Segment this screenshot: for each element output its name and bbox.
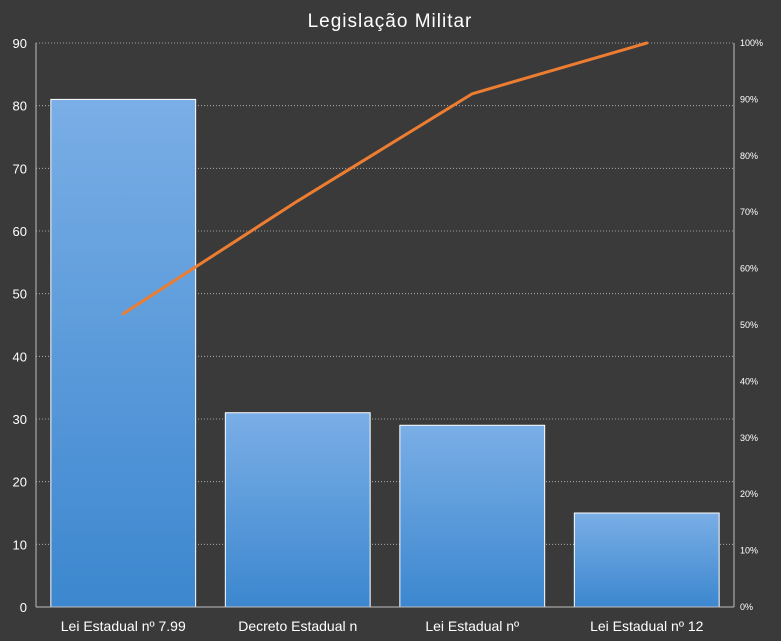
y2-tick-label: 30% — [740, 433, 758, 443]
bar — [50, 98, 197, 608]
y-tick-label: 40 — [13, 349, 27, 364]
gridlines — [36, 42, 734, 545]
cumulative-line — [121, 41, 649, 316]
y2-tick-label: 10% — [740, 546, 758, 556]
y2-tick-label: 0% — [740, 602, 753, 612]
y-tick-label: 0 — [20, 600, 27, 615]
y-tick-label: 10 — [13, 537, 27, 552]
y2-tick-label: 100% — [740, 38, 763, 48]
y-tick-label: 80 — [13, 99, 27, 114]
y2-tick-label: 50% — [740, 320, 758, 330]
y-tick-label: 50 — [13, 287, 27, 302]
y-tick-label: 60 — [13, 224, 27, 239]
y2-tick-label: 40% — [740, 376, 758, 386]
y2-tick-label: 90% — [740, 94, 758, 104]
y2-tick-label: 20% — [740, 489, 758, 499]
bar — [224, 412, 371, 608]
bar — [573, 512, 720, 608]
y2-tick-label: 80% — [740, 151, 758, 161]
y-tick-label: 90 — [13, 36, 27, 51]
y2-axis-ticks: 0% 10% 20% 30% 40% 50% 60% 70% 80% 90% 100% — [740, 38, 763, 612]
y-axis-ticks: 0 10 20 30 40 50 60 70 80 90 — [13, 36, 27, 615]
x-tick-label: Decreto Estadual n — [238, 618, 357, 634]
x-tick-label: Lei Estadual nº 12 — [590, 618, 704, 634]
y2-tick-label: 70% — [740, 207, 758, 217]
bars — [50, 98, 720, 608]
x-tick-label: Lei Estadual nº 7.99 — [61, 618, 186, 634]
y2-tick-label: 60% — [740, 264, 758, 274]
cumulative-percent-line — [121, 41, 649, 316]
x-tick-label: Lei Estadual nº — [425, 618, 519, 634]
y-tick-label: 20 — [13, 475, 27, 490]
y-tick-label: 70 — [13, 161, 27, 176]
bar — [399, 424, 546, 608]
y-tick-label: 30 — [13, 412, 27, 427]
chart-title: Legislação Militar — [308, 11, 473, 32]
x-axis-ticks: Lei Estadual nº 7.99 Decreto Estadual n Le… — [61, 618, 704, 634]
axes — [35, 43, 735, 608]
